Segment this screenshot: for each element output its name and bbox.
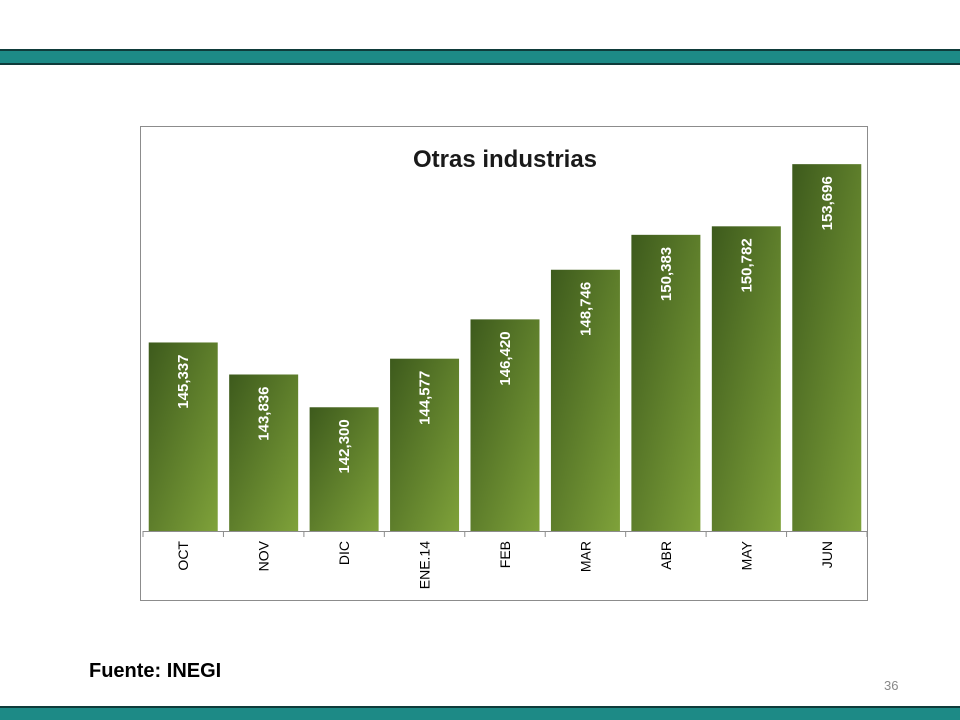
category-label: ENE.14 xyxy=(417,541,433,589)
bar-value-label: 150,383 xyxy=(658,247,675,301)
category-label: ABR xyxy=(658,541,674,570)
bar-oct xyxy=(148,342,218,531)
chart-frame: Otras industrias 145,337 143,836 142,300 14… xyxy=(140,126,868,601)
bottom-band xyxy=(0,706,960,720)
bar-value-label: 144,577 xyxy=(417,371,434,425)
category-label: MAR xyxy=(577,541,593,572)
top-band xyxy=(0,49,960,65)
bar-value-label: 150,782 xyxy=(738,238,755,292)
category-label: NOV xyxy=(256,540,272,571)
bar-mar xyxy=(550,269,620,531)
bar-value-label: 148,746 xyxy=(577,282,594,336)
chart-title: Otras industrias xyxy=(413,146,597,173)
source-note: Fuente: INEGI xyxy=(89,660,222,682)
bar-value-label: 143,836 xyxy=(256,386,273,440)
bar-nov xyxy=(229,374,299,531)
category-label: JUN xyxy=(819,541,835,568)
category-label: MAY xyxy=(738,540,754,570)
category-label: FEB xyxy=(497,541,513,568)
bar-abr xyxy=(631,234,701,531)
bar-value-label: 153,696 xyxy=(819,176,836,230)
bar-dic xyxy=(309,407,379,531)
bar-value-label: 146,420 xyxy=(497,331,514,385)
bar-ene14 xyxy=(390,358,460,531)
bars-layer: 145,337 143,836 142,300 144,577 146,420 148,7… xyxy=(148,164,862,532)
category-label: OCT xyxy=(175,541,191,571)
bar-value-label: 142,300 xyxy=(336,419,353,473)
category-label: DIC xyxy=(336,541,352,565)
bar-may xyxy=(711,226,781,532)
bar-chart: Otras industrias 145,337143,836142,30014… xyxy=(142,146,868,589)
bar-feb xyxy=(470,319,540,531)
page-number: 36 xyxy=(884,678,899,693)
bar-value-label: 145,337 xyxy=(175,354,192,408)
bar-jun xyxy=(792,164,862,531)
axis-layer: OCT NOV DIC ENE.14 FEB MAR ABR MAY JUN xyxy=(142,531,868,589)
